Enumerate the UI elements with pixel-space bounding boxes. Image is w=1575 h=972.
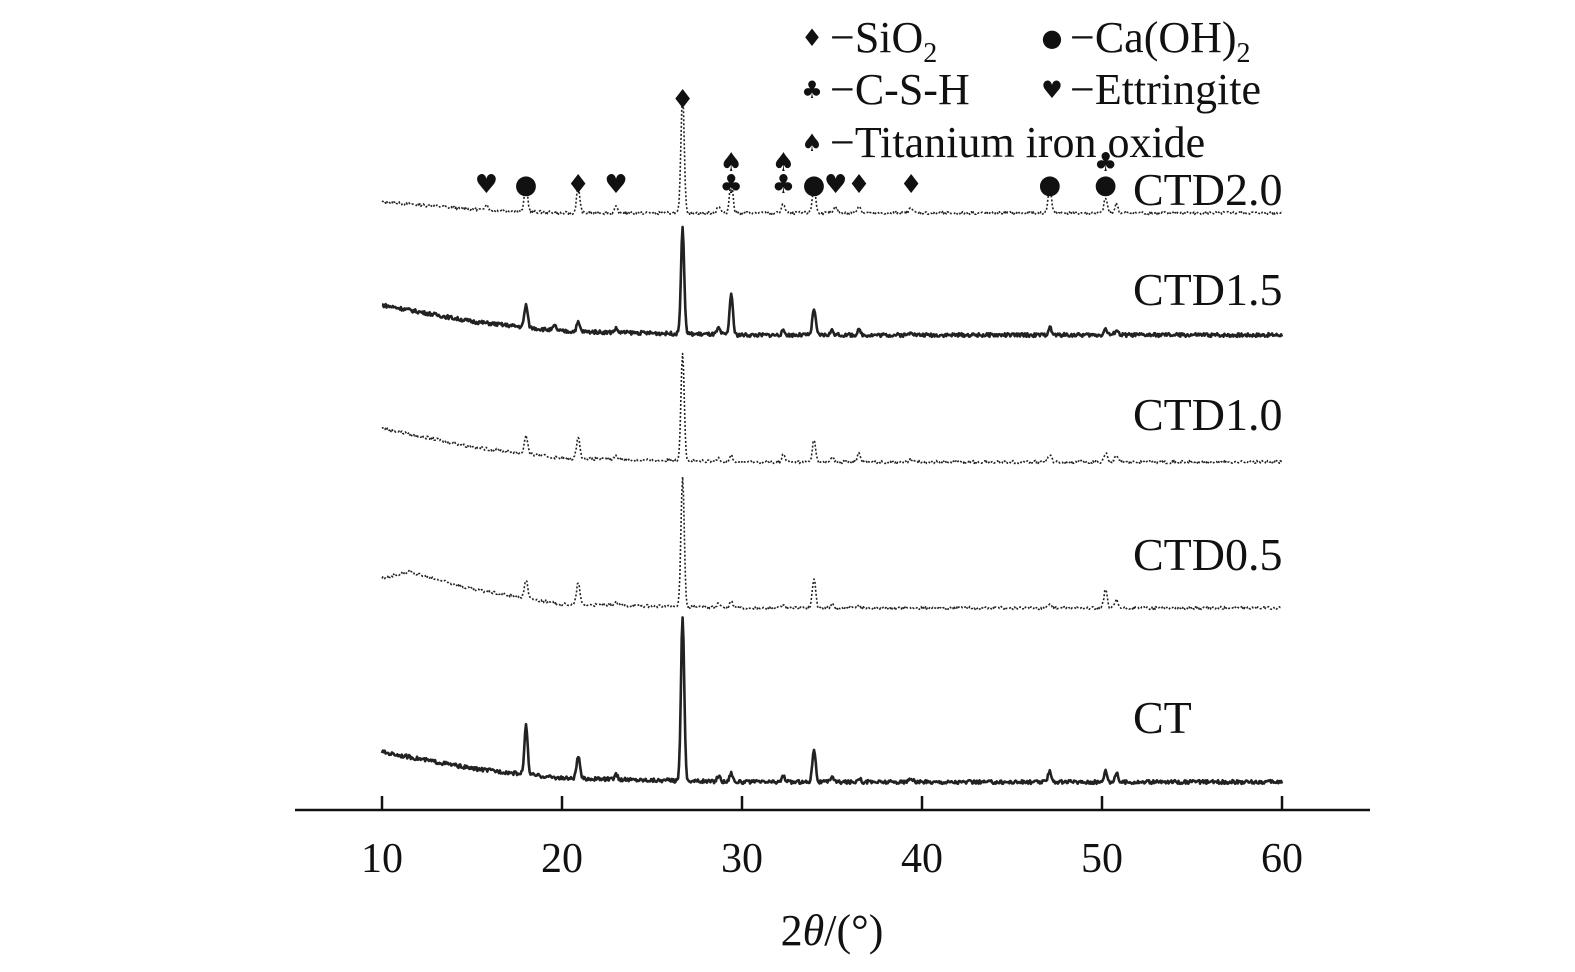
legend-label: −Ettringite xyxy=(1070,65,1261,114)
x-tick-label: 50 xyxy=(1081,836,1123,882)
series-label-ctd1-5: CTD1.5 xyxy=(1133,264,1283,315)
legend-item-titanium-iron-oxide: ♠ −Titanium iron oxide xyxy=(801,118,1205,167)
legend-label: −SiO2 xyxy=(830,13,937,69)
marker-ettringite-icon: ♥ xyxy=(824,170,847,200)
x-axis-title: 2θ/(°) xyxy=(781,906,884,955)
series-line-ctd0-5 xyxy=(381,476,1283,611)
legend-symbol-icon: ● xyxy=(1042,24,1063,52)
series-line-ctd1-5 xyxy=(381,225,1284,339)
series-label-ctd2-0: CTD2.0 xyxy=(1133,164,1283,215)
series-label-ctd0-5: CTD0.5 xyxy=(1133,529,1283,580)
marker-csh-icon: ♣ xyxy=(720,170,743,200)
series-label-ct: CT xyxy=(1133,692,1192,743)
marker-caoh2-icon: ● xyxy=(803,170,826,200)
series-line-ctd1-0 xyxy=(381,352,1282,465)
marker-csh-icon: ♣ xyxy=(772,170,795,200)
marker-caoh2-icon: ● xyxy=(1094,170,1117,200)
legend-item-sio2: ♦ −SiO2 xyxy=(801,13,937,69)
marker-sio2-icon: ♦ xyxy=(567,170,590,200)
legend-item-ca-oh-2: ● −Ca(OH)2 xyxy=(1042,13,1251,69)
marker-ettringite-icon: ♥ xyxy=(604,170,627,200)
x-tick-label: 60 xyxy=(1261,836,1303,882)
marker-sio2-icon: ♦ xyxy=(671,85,694,115)
series-labels: CTD2.0 CTD1.5 CTD1.0 CTD0.5 CT xyxy=(1133,164,1283,743)
legend-item-ettringite: ♥ −Ettringite xyxy=(1041,65,1261,114)
x-tick-label: 20 xyxy=(541,836,583,882)
x-tick-label: 40 xyxy=(901,836,943,882)
marker-sio2-icon: ♦ xyxy=(847,170,870,200)
legend-label: −Ca(OH)2 xyxy=(1070,13,1251,69)
series-line-ctd2-0 xyxy=(381,90,1283,216)
legend-symbol-icon: ♥ xyxy=(1041,76,1063,104)
diffraction-curves xyxy=(380,90,1284,786)
legend-label: −C-S-H xyxy=(830,65,970,114)
marker-caoh2-icon: ● xyxy=(515,170,538,200)
phase-markers: ♥ ● ♦ ♥♦♣♠♣♠●♥ ♦ ♦ ● ●♣ xyxy=(475,85,1118,200)
marker-ettringite-icon: ♥ xyxy=(475,170,498,200)
legend-symbol-icon: ♠ xyxy=(801,129,823,157)
x-tick-label: 30 xyxy=(721,836,763,882)
marker-titanium-iron-oxide-icon: ♠ xyxy=(720,148,743,178)
legend-symbol-icon: ♦ xyxy=(801,24,823,52)
series-line-ct xyxy=(380,616,1284,786)
legend-item-c-s-h: ♣ −C-S-H xyxy=(801,65,969,114)
legend-label: −Titanium iron oxide xyxy=(830,118,1205,167)
series-label-ctd1-0: CTD1.0 xyxy=(1133,389,1283,440)
legend-symbol-icon: ♣ xyxy=(801,76,823,104)
x-axis-ticks: 10 20 30 40 50 60 xyxy=(361,796,1303,882)
marker-csh-icon: ♣ xyxy=(1094,148,1117,178)
x-tick-label: 10 xyxy=(361,836,403,882)
marker-sio2-icon: ♦ xyxy=(900,170,923,200)
marker-caoh2-icon: ● xyxy=(1038,170,1061,200)
x-axis: 10 20 30 40 50 60 2θ/(°) xyxy=(295,796,1370,955)
legend: ♦ −SiO2 ● −Ca(OH)2♣ −C-S-H ♥ −Ettringite♠ −Tita… xyxy=(801,13,1261,167)
marker-titanium-iron-oxide-icon: ♠ xyxy=(772,148,795,178)
